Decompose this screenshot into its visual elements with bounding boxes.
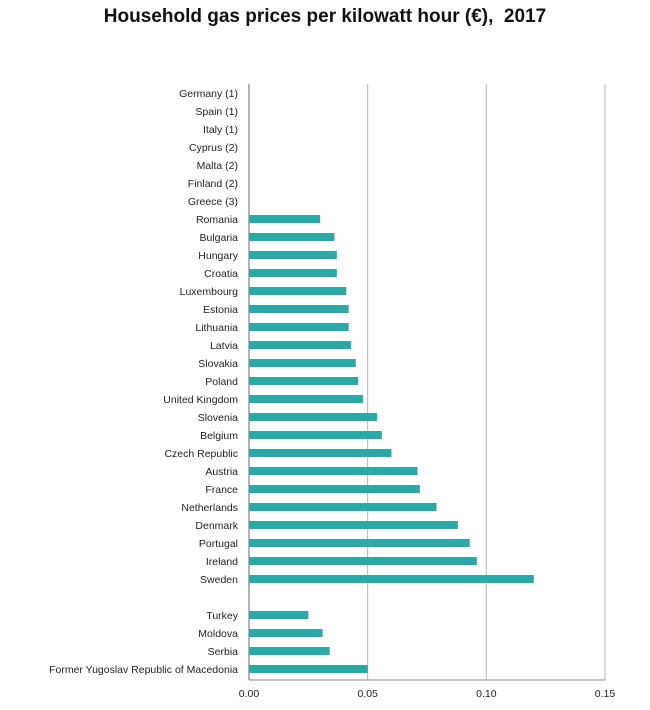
bar <box>249 611 309 619</box>
category-label: Italy (1) <box>203 124 238 136</box>
bar <box>249 503 437 511</box>
bar <box>249 521 458 529</box>
category-label: Ireland <box>206 556 238 568</box>
category-label: Germany (1) <box>179 88 238 100</box>
category-label: Spain (1) <box>195 106 238 118</box>
category-label: Sweden <box>200 574 238 586</box>
bar <box>249 449 392 457</box>
bar <box>249 395 363 403</box>
bar <box>249 215 321 223</box>
category-label: Romania <box>196 214 238 226</box>
category-label: Croatia <box>204 268 238 280</box>
category-label: Poland <box>205 376 238 388</box>
category-label: Netherlands <box>181 502 238 514</box>
category-label: Czech Republic <box>164 448 238 460</box>
bar <box>249 305 349 313</box>
category-label: France <box>205 484 238 496</box>
category-label: Luxembourg <box>180 286 239 298</box>
bar <box>249 431 382 439</box>
category-labels: Germany (1) Spain (1) Italy (1) Cyprus (2) M… <box>49 88 239 676</box>
bar <box>249 629 323 637</box>
category-label: Austria <box>205 466 238 478</box>
bar <box>249 575 534 583</box>
x-tick-label: 0.10 <box>476 688 497 700</box>
category-label: Estonia <box>203 304 238 316</box>
bars <box>249 215 534 673</box>
bar <box>249 341 352 349</box>
bar <box>249 665 368 673</box>
bar <box>249 233 335 241</box>
category-label: Bulgaria <box>199 232 238 244</box>
category-label: Serbia <box>208 646 239 658</box>
category-label: Moldova <box>198 628 238 640</box>
bar <box>249 647 330 655</box>
bar <box>249 251 337 259</box>
category-label: Malta (2) <box>197 160 238 172</box>
category-label: Lithuania <box>195 322 238 334</box>
category-label: Turkey <box>206 610 238 622</box>
bar <box>249 467 418 475</box>
category-label: Slovakia <box>198 358 238 370</box>
category-label: Greece (3) <box>188 196 238 208</box>
chart-title: Household gas prices per kilowatt hour (… <box>103 6 547 27</box>
category-label: Denmark <box>195 520 238 532</box>
category-label: Belgium <box>200 430 238 442</box>
bar <box>249 539 470 547</box>
category-label: Portugal <box>199 538 238 550</box>
category-label: Slovenia <box>198 412 238 424</box>
bar <box>249 287 347 295</box>
bar <box>249 269 337 277</box>
category-label: Former Yugoslav Republic of Macedonia <box>49 664 238 676</box>
category-label: Hungary <box>198 250 238 262</box>
category-label: United Kingdom <box>163 394 238 406</box>
category-label: Cyprus (2) <box>189 142 238 154</box>
x-tick-label: 0.05 <box>357 688 378 700</box>
bar <box>249 413 378 421</box>
category-label: Latvia <box>210 340 238 352</box>
bar <box>249 377 359 385</box>
bar <box>249 323 349 331</box>
bar <box>249 557 477 565</box>
bar <box>249 485 420 493</box>
x-tick-label: 0.15 <box>595 688 616 700</box>
x-axis: 0.00 0.05 0.10 0.15 <box>239 679 616 700</box>
bar <box>249 359 356 367</box>
x-tick-label: 0.00 <box>239 688 260 700</box>
category-label: Finland (2) <box>188 178 238 190</box>
